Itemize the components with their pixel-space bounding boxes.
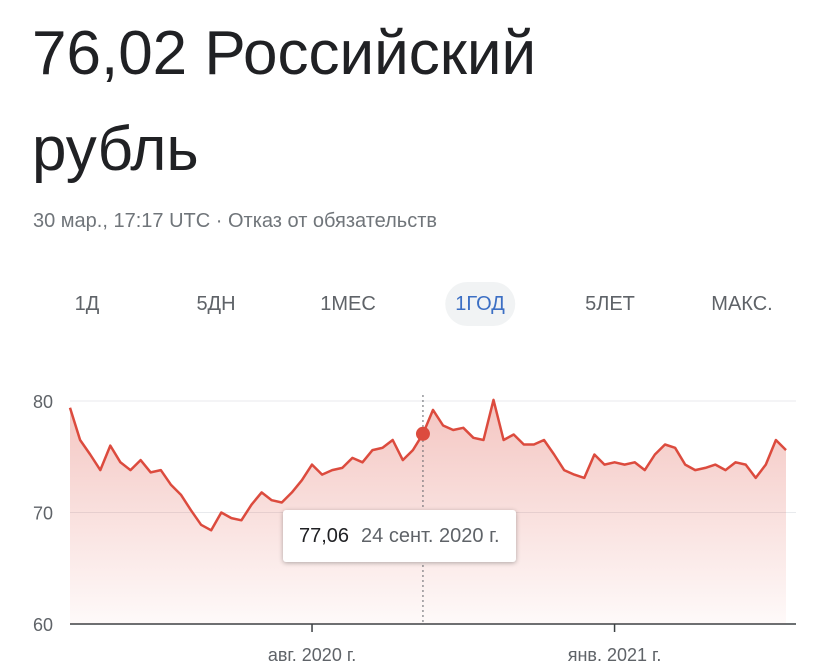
y-tick-label: 60 <box>33 615 53 635</box>
price-line <box>68 398 787 532</box>
tooltip: 77,06 24 сент. 2020 г. <box>282 510 516 562</box>
y-tick-label: 70 <box>33 504 53 524</box>
range-tab[interactable]: 1ГОД <box>445 282 515 326</box>
separator: · <box>215 210 223 232</box>
range-tabs: 1Д 5ДН 1МЕС 1ГОД 5ЛЕТ МАКС. <box>0 282 828 326</box>
disclaimer-link[interactable]: Отказ от обязательств <box>227 210 438 232</box>
x-tick-label: янв. 2021 г. <box>568 645 662 665</box>
title: 76,02 Российский рубль <box>32 19 537 184</box>
range-tab[interactable]: 5ЛЕТ <box>585 293 635 315</box>
x-tick-label: авг. 2020 г. <box>268 645 356 665</box>
timestamp: 30 мар., 17:17 UTC <box>33 210 211 232</box>
cursor-dot <box>415 426 430 441</box>
tooltip-value: 77,06 <box>298 525 350 547</box>
range-tab[interactable]: 5ДН <box>196 293 236 315</box>
range-tab[interactable]: МАКС. <box>711 293 773 315</box>
tooltip-date: 24 сент. 2020 г. <box>361 525 500 547</box>
range-tab[interactable]: 1Д <box>74 293 100 315</box>
y-tick-label: 80 <box>33 392 53 412</box>
subtitle: 30 мар., 17:17 UTC · Отказ от обязательс… <box>33 210 437 233</box>
range-tab[interactable]: 1МЕС <box>320 293 376 315</box>
